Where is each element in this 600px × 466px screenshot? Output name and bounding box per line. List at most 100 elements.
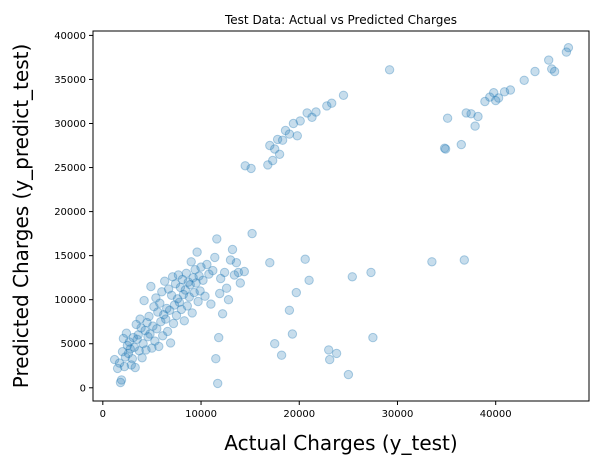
y-tick-label: 0 bbox=[80, 383, 86, 394]
data-point bbox=[181, 268, 192, 278]
data-point bbox=[214, 332, 224, 343]
data-point bbox=[112, 363, 123, 374]
data-point bbox=[196, 262, 206, 272]
data-point bbox=[272, 134, 283, 145]
y-tick-label: 40000 bbox=[54, 31, 86, 42]
data-point bbox=[123, 348, 134, 359]
data-point bbox=[231, 258, 242, 268]
data-point bbox=[184, 292, 195, 302]
data-point bbox=[547, 64, 557, 74]
data-point bbox=[190, 265, 200, 275]
data-point bbox=[128, 332, 139, 343]
data-point bbox=[180, 285, 191, 295]
data-point bbox=[268, 155, 278, 166]
data-point bbox=[150, 336, 160, 346]
data-point bbox=[219, 267, 230, 278]
data-point bbox=[265, 140, 275, 151]
data-point bbox=[119, 361, 130, 372]
data-point bbox=[493, 93, 504, 103]
data-point bbox=[148, 321, 158, 331]
data-point bbox=[440, 144, 451, 154]
data-point bbox=[563, 43, 574, 53]
data-point bbox=[177, 274, 188, 285]
data-point bbox=[240, 161, 250, 171]
data-point bbox=[131, 319, 141, 330]
data-point bbox=[164, 305, 175, 315]
data-point bbox=[544, 55, 554, 65]
data-point bbox=[277, 135, 288, 145]
data-point bbox=[466, 109, 476, 119]
data-point bbox=[176, 304, 187, 315]
data-point bbox=[140, 325, 150, 336]
data-point bbox=[195, 286, 205, 296]
y-tick-label: 10000 bbox=[54, 295, 86, 306]
data-point bbox=[134, 346, 144, 356]
data-point bbox=[124, 337, 135, 347]
data-point bbox=[204, 269, 214, 279]
data-point bbox=[324, 345, 334, 355]
data-point bbox=[174, 297, 185, 307]
data-point bbox=[292, 131, 302, 141]
y-tick-label: 25000 bbox=[54, 163, 86, 174]
data-point bbox=[149, 302, 159, 312]
data-point bbox=[263, 160, 273, 170]
data-point bbox=[125, 344, 136, 354]
data-point bbox=[284, 129, 295, 139]
data-point bbox=[153, 307, 163, 317]
data-point bbox=[163, 284, 174, 294]
data-point bbox=[171, 310, 182, 321]
data-point bbox=[206, 299, 216, 309]
data-point bbox=[158, 331, 168, 341]
data-point bbox=[270, 144, 280, 154]
data-point bbox=[212, 234, 222, 244]
data-point bbox=[168, 318, 179, 329]
x-tick-label: 40000 bbox=[480, 409, 512, 420]
data-point bbox=[211, 354, 221, 364]
data-point bbox=[136, 323, 146, 333]
data-point bbox=[276, 350, 287, 360]
data-point bbox=[116, 375, 127, 385]
data-point bbox=[132, 334, 142, 344]
data-point bbox=[160, 276, 170, 286]
points-layer bbox=[109, 43, 574, 389]
data-point bbox=[505, 85, 516, 95]
data-point bbox=[185, 280, 195, 290]
data-point bbox=[186, 257, 196, 267]
data-point bbox=[311, 107, 321, 117]
y-tick-label: 5000 bbox=[61, 339, 86, 350]
data-point bbox=[188, 273, 198, 283]
data-point bbox=[129, 342, 140, 352]
data-point bbox=[530, 66, 540, 77]
data-point bbox=[172, 294, 183, 304]
data-point bbox=[194, 271, 204, 281]
data-point bbox=[166, 290, 177, 300]
data-point bbox=[109, 354, 120, 365]
data-point bbox=[175, 282, 186, 293]
data-point bbox=[213, 378, 223, 389]
data-point bbox=[127, 354, 138, 364]
data-point bbox=[182, 301, 193, 311]
data-point bbox=[210, 252, 220, 263]
data-point bbox=[343, 369, 354, 380]
data-point bbox=[156, 317, 166, 327]
data-point bbox=[191, 278, 201, 288]
data-point bbox=[456, 139, 466, 150]
data-point bbox=[225, 255, 236, 265]
data-point bbox=[287, 329, 298, 339]
data-point bbox=[120, 352, 131, 362]
data-point bbox=[151, 293, 161, 303]
y-tick-label: 30000 bbox=[54, 119, 86, 130]
data-point bbox=[280, 125, 291, 136]
data-point bbox=[138, 339, 148, 349]
data-point bbox=[246, 163, 256, 174]
y-tick-label: 35000 bbox=[54, 75, 86, 86]
data-point bbox=[159, 310, 169, 320]
data-point bbox=[216, 273, 226, 284]
y-tick-label: 20000 bbox=[54, 207, 86, 218]
data-point bbox=[183, 277, 194, 287]
y-tick-label: 15000 bbox=[54, 251, 86, 262]
data-point bbox=[170, 279, 181, 289]
data-point bbox=[235, 278, 246, 288]
data-point bbox=[141, 345, 151, 355]
